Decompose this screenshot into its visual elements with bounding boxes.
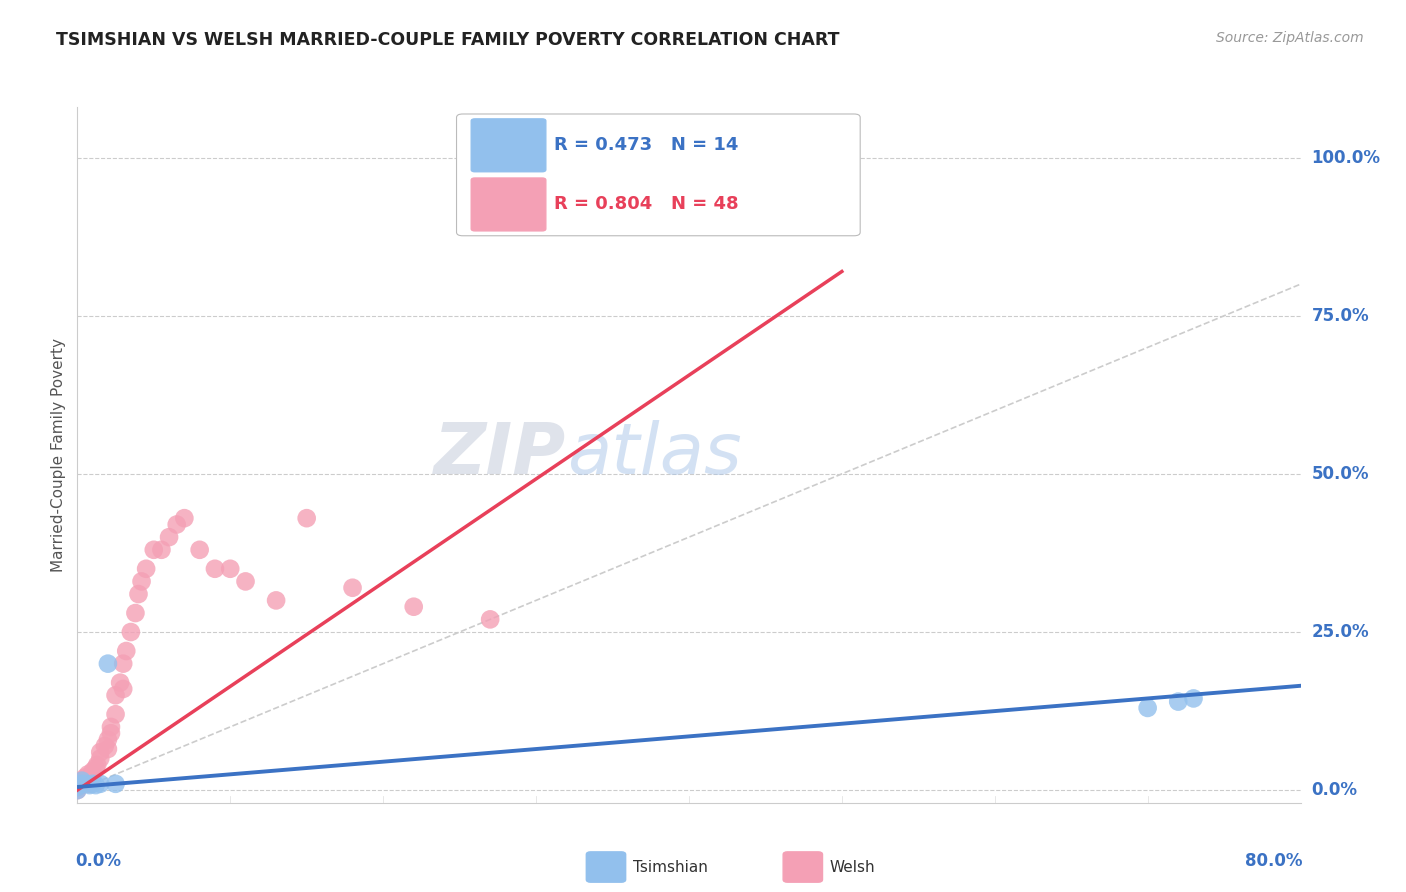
Point: [295, 511, 318, 525]
Point: [115, 644, 138, 658]
Point: [97, 742, 120, 756]
Point: [77, 767, 100, 781]
Text: 100.0%: 100.0%: [1312, 149, 1381, 167]
Point: [82, 777, 104, 791]
Point: [82, 764, 104, 779]
Point: [79, 773, 101, 788]
Text: 50.0%: 50.0%: [1312, 465, 1369, 483]
Point: [479, 612, 502, 626]
Text: 80.0%: 80.0%: [1246, 852, 1303, 870]
Point: [89, 751, 111, 765]
Point: [219, 562, 242, 576]
Point: [97, 657, 120, 671]
Point: [84, 778, 107, 792]
Point: [66, 783, 89, 797]
Point: [70, 773, 93, 788]
Point: [112, 657, 135, 671]
FancyBboxPatch shape: [457, 114, 860, 235]
Point: [89, 745, 111, 759]
Point: [1182, 691, 1205, 706]
Point: [80, 771, 103, 785]
Point: [86, 757, 108, 772]
Point: [84, 761, 107, 775]
Point: [69, 777, 91, 791]
Point: [70, 773, 93, 788]
Y-axis label: Married-Couple Family Poverty: Married-Couple Family Poverty: [51, 338, 66, 572]
Point: [173, 511, 195, 525]
Point: [131, 574, 153, 589]
Text: R = 0.473   N = 14: R = 0.473 N = 14: [554, 136, 738, 154]
Point: [204, 562, 226, 576]
Point: [104, 707, 127, 722]
Point: [157, 530, 180, 544]
Point: [235, 574, 257, 589]
Point: [104, 688, 127, 702]
Point: [69, 778, 91, 792]
Point: [831, 194, 853, 209]
Point: [108, 675, 131, 690]
Text: TSIMSHIAN VS WELSH MARRIED-COUPLE FAMILY POVERTY CORRELATION CHART: TSIMSHIAN VS WELSH MARRIED-COUPLE FAMILY…: [56, 31, 839, 49]
Point: [97, 732, 120, 747]
Point: [66, 780, 89, 794]
Point: [73, 771, 96, 785]
Point: [104, 777, 127, 791]
Point: [127, 587, 149, 601]
Point: [66, 780, 89, 794]
Text: Welsh: Welsh: [830, 860, 875, 874]
Text: Source: ZipAtlas.com: Source: ZipAtlas.com: [1216, 31, 1364, 45]
Point: [120, 625, 142, 640]
Point: [89, 777, 111, 791]
Point: [79, 778, 101, 792]
Text: ZIP: ZIP: [434, 420, 567, 490]
Point: [342, 581, 364, 595]
Text: 75.0%: 75.0%: [1312, 307, 1369, 325]
Point: [166, 517, 188, 532]
Point: [402, 599, 425, 614]
Text: 0.0%: 0.0%: [75, 852, 121, 870]
Text: atlas: atlas: [567, 420, 741, 490]
Point: [1167, 695, 1189, 709]
Text: 0.0%: 0.0%: [1312, 781, 1358, 799]
Point: [188, 542, 211, 557]
Point: [79, 777, 101, 791]
Text: Tsimshian: Tsimshian: [633, 860, 707, 874]
Point: [150, 542, 173, 557]
Text: 25.0%: 25.0%: [1312, 623, 1369, 641]
Point: [112, 681, 135, 696]
Point: [70, 777, 93, 791]
Point: [100, 720, 122, 734]
Point: [142, 542, 165, 557]
Point: [66, 783, 89, 797]
Point: [73, 777, 96, 791]
Point: [264, 593, 287, 607]
Point: [135, 562, 157, 576]
Point: [82, 767, 104, 781]
Point: [1136, 701, 1159, 715]
Point: [124, 606, 146, 620]
Text: R = 0.804   N = 48: R = 0.804 N = 48: [554, 195, 740, 213]
FancyBboxPatch shape: [471, 119, 546, 172]
FancyBboxPatch shape: [471, 178, 546, 231]
Point: [94, 739, 117, 753]
Point: [100, 726, 122, 740]
Point: [66, 777, 89, 791]
